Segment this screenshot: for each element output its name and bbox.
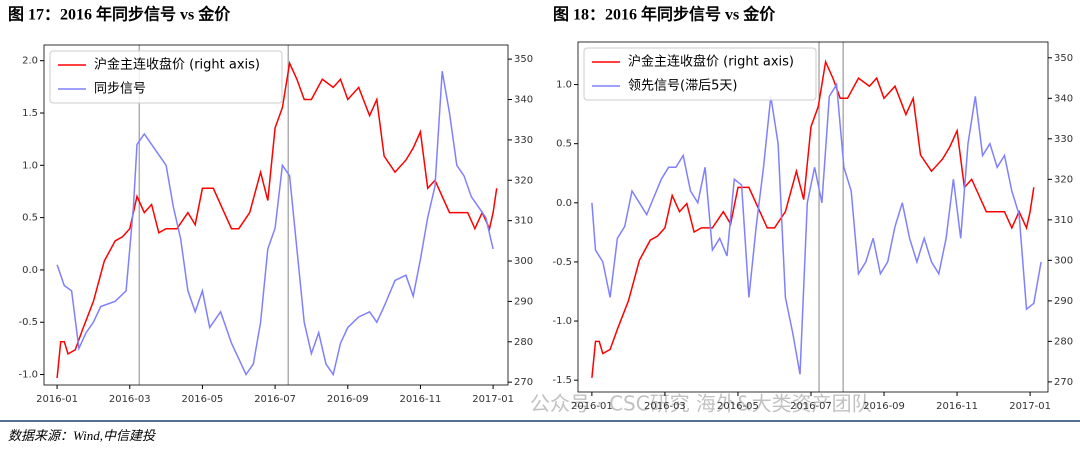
chart-title: 图 18：2016 年同步信号 vs 金价 <box>553 5 776 24</box>
y-tick-label: -1.0 <box>18 370 38 381</box>
y2-tick-label: 320 <box>1054 174 1073 185</box>
x-tick-label: 2016-09 <box>327 394 369 405</box>
y-tick-label: 0.0 <box>22 265 38 276</box>
plot-frame <box>577 41 1049 393</box>
y-tick-label: 1.0 <box>22 160 38 171</box>
series-line <box>56 71 494 377</box>
y-tick-label: 0.0 <box>556 198 572 209</box>
legend-label: 沪金主连收盘价 (right axis) <box>628 54 794 70</box>
x-tick-label: 2016-05 <box>717 401 759 412</box>
x-tick-label: 2016-03 <box>109 394 151 405</box>
y2-tick-label: 280 <box>1054 336 1073 347</box>
legend-label: 同步信号 <box>94 82 146 97</box>
series-line <box>591 82 1042 375</box>
y2-tick-label: 330 <box>514 135 533 146</box>
y-tick-label: -0.5 <box>18 317 38 328</box>
y2-tick-label: 270 <box>1054 377 1073 388</box>
x-tick-label: 2017-01 <box>1009 401 1051 412</box>
y2-tick-label: 340 <box>514 95 533 106</box>
legend-label: 沪金主连收盘价 (right axis) <box>94 57 260 73</box>
watermark: 公众号 · CSC研究 海外&大类资产团队 <box>530 392 872 416</box>
x-tick-label: 2016-11 <box>936 401 978 412</box>
y-tick-label: 2.0 <box>22 56 38 67</box>
y-tick-label: -1.5 <box>552 375 572 386</box>
y2-tick-label: 270 <box>514 377 533 388</box>
y2-tick-label: 290 <box>514 296 533 307</box>
y-tick-label: -0.5 <box>552 257 572 268</box>
source: 数据来源：Wind,中信建投 <box>8 428 156 443</box>
x-tick-label: 2016-07 <box>790 401 832 412</box>
x-tick-label: 2016-01 <box>571 401 613 412</box>
x-tick-label: 2016-07 <box>254 394 296 405</box>
x-tick-label: 2016-01 <box>36 394 78 405</box>
y-tick-label: -1.0 <box>552 316 572 327</box>
x-tick-label: 2016-11 <box>400 394 442 405</box>
y2-tick-label: 310 <box>514 216 533 227</box>
y2-tick-label: 300 <box>514 256 533 267</box>
y2-tick-label: 330 <box>1054 134 1073 145</box>
legend-box <box>49 50 283 104</box>
y2-tick-label: 300 <box>1054 255 1073 266</box>
y2-tick-label: 350 <box>1054 53 1073 64</box>
plot-frame <box>43 44 509 386</box>
series-line <box>591 59 1035 378</box>
y-tick-label: 1.5 <box>22 108 38 119</box>
x-tick-label: 2016-03 <box>644 401 686 412</box>
y-tick-label: 0.5 <box>556 139 572 150</box>
legend-box <box>583 47 817 101</box>
y2-tick-label: 310 <box>1054 215 1073 226</box>
y2-tick-label: 350 <box>514 54 533 65</box>
legend-label: 领先信号(滞后5天) <box>628 79 737 94</box>
series-line <box>56 60 498 379</box>
x-tick-label: 2017-01 <box>472 394 514 405</box>
x-tick-label: 2016-09 <box>863 401 905 412</box>
y2-tick-label: 290 <box>1054 296 1073 307</box>
chart-title: 图 17：2016 年同步信号 vs 金价 <box>8 5 231 24</box>
x-tick-label: 2016-05 <box>182 394 224 405</box>
y2-tick-label: 320 <box>514 175 533 186</box>
y2-tick-label: 340 <box>1054 93 1073 104</box>
y-tick-label: 1.0 <box>556 80 572 91</box>
y-tick-label: 0.5 <box>22 213 38 224</box>
y2-tick-label: 280 <box>514 337 533 348</box>
